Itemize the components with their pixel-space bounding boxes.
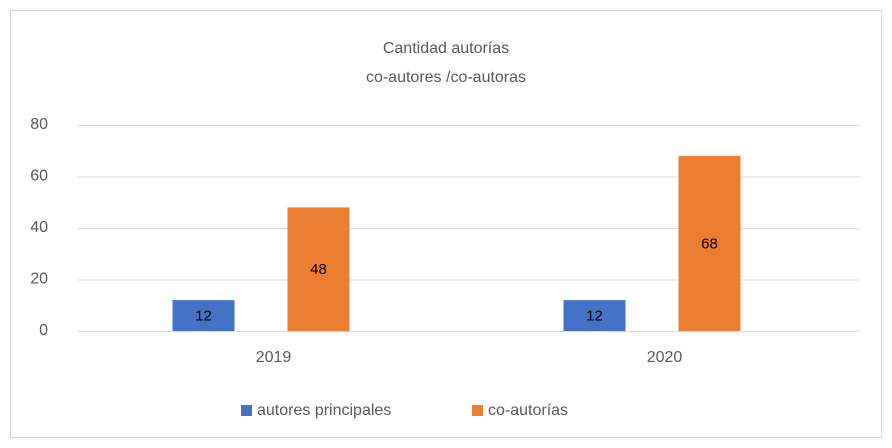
chart-title: co-autores /co-autoras <box>366 69 526 86</box>
y-tick-label: 60 <box>30 168 48 185</box>
legend-label: autores principales <box>257 402 391 419</box>
y-tick-label: 20 <box>30 271 48 288</box>
data-label: 12 <box>586 308 603 325</box>
y-tick-label: 0 <box>39 322 48 339</box>
bar <box>172 300 235 331</box>
legend-label: co-autorías <box>488 402 568 419</box>
chart-title: Cantidad autorías <box>383 40 509 57</box>
data-label: 12 <box>195 308 212 325</box>
y-tick-label: 80 <box>30 116 48 133</box>
data-label: 48 <box>310 261 327 278</box>
legend-swatch <box>472 405 483 416</box>
x-tick-label: 2019 <box>256 349 292 366</box>
bar <box>563 300 626 331</box>
y-tick-label: 40 <box>30 219 48 236</box>
legend-swatch <box>241 405 252 416</box>
bar <box>678 155 741 331</box>
data-label: 68 <box>701 235 718 252</box>
x-tick-label: 2020 <box>647 349 683 366</box>
bar <box>287 207 350 331</box>
